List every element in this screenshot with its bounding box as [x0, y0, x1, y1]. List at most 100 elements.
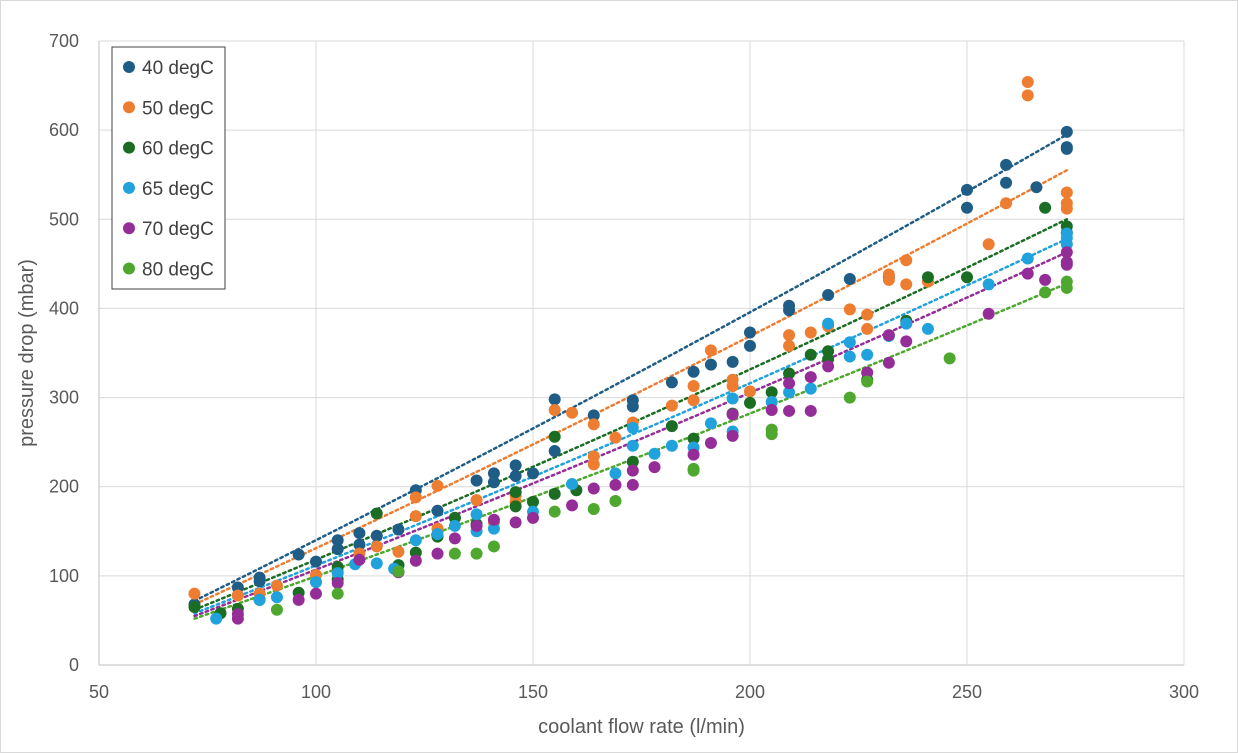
x-tick-label: 100 [301, 682, 331, 702]
data-point [331, 543, 344, 556]
x-tick-label: 150 [518, 682, 548, 702]
data-point [548, 430, 561, 443]
data-point [1000, 176, 1013, 189]
data-point [783, 367, 796, 380]
data-point [1039, 286, 1052, 299]
data-point [921, 322, 934, 335]
data-point [470, 508, 483, 521]
x-tick-label: 300 [1169, 682, 1199, 702]
data-point [509, 486, 522, 499]
legend-label: 80 degC [142, 260, 214, 281]
data-point [765, 423, 778, 436]
data-point [804, 348, 817, 361]
data-point [687, 448, 700, 461]
data-point [509, 470, 522, 483]
data-point [470, 494, 483, 507]
data-point [822, 360, 835, 373]
data-point [548, 404, 561, 417]
data-point [392, 565, 405, 578]
trendlines [193, 133, 1069, 620]
data-point [587, 418, 600, 431]
data-point [861, 308, 874, 321]
data-point [783, 404, 796, 417]
data-point [527, 467, 539, 480]
data-point [548, 445, 561, 458]
legend-label: 65 degC [142, 179, 214, 200]
data-point [270, 603, 283, 616]
data-point [1021, 252, 1034, 265]
data-point [448, 547, 461, 560]
data-point [353, 527, 366, 540]
legend-label: 70 degC [142, 219, 214, 240]
data-point [648, 461, 661, 474]
data-point [1021, 89, 1034, 102]
data-point [188, 587, 201, 600]
legend-marker [123, 222, 135, 235]
data-point [626, 455, 639, 468]
data-point [744, 385, 756, 398]
x-tick-label: 200 [735, 682, 765, 702]
data-point [687, 462, 700, 475]
data-point [704, 344, 717, 357]
data-point [704, 437, 717, 450]
data-point [292, 593, 305, 606]
data-point [370, 557, 383, 570]
data-point [687, 394, 700, 407]
data-point [982, 307, 995, 320]
data-point [609, 478, 622, 491]
data-point [648, 447, 661, 460]
data-point [587, 503, 600, 515]
data-point [331, 587, 344, 600]
data-point [726, 355, 739, 368]
data-point [1021, 267, 1034, 280]
data-point [509, 516, 522, 529]
data-point [188, 601, 201, 614]
data-point [704, 358, 717, 371]
data-point [822, 317, 835, 330]
data-point [1000, 158, 1013, 171]
data-point [331, 576, 344, 589]
data-point [783, 329, 796, 342]
x-tick-label: 250 [952, 682, 982, 702]
data-point [527, 495, 539, 508]
legend-marker [123, 141, 135, 154]
x-tick-label: 50 [89, 682, 109, 702]
data-point [210, 612, 223, 625]
data-point [310, 576, 322, 589]
data-point [1060, 202, 1073, 215]
x-axis-title: coolant flow rate (l/min) [538, 716, 745, 738]
data-point [470, 474, 483, 487]
data-point [900, 278, 913, 291]
data-points [188, 76, 1073, 625]
trendline-2 [193, 218, 1069, 611]
data-point [961, 183, 973, 196]
trendline-1 [193, 169, 1069, 606]
data-point [726, 392, 739, 405]
data-point [804, 326, 817, 339]
data-point [370, 507, 383, 520]
y-tick-label: 200 [49, 477, 79, 497]
data-point [566, 478, 579, 491]
legend-label: 40 degC [142, 58, 214, 79]
y-tick-label: 400 [49, 298, 79, 318]
trendline-3 [193, 237, 1069, 615]
data-point [487, 540, 500, 553]
data-point [626, 478, 639, 491]
y-tick-label: 0 [69, 655, 79, 675]
data-point [804, 404, 817, 417]
data-point [566, 406, 579, 419]
data-point [882, 273, 895, 286]
data-point [665, 376, 678, 389]
data-point [861, 375, 874, 388]
y-tick-label: 600 [49, 120, 79, 140]
legend-label: 60 degC [142, 139, 214, 160]
data-point [744, 396, 756, 409]
data-point [843, 391, 856, 404]
data-point [253, 575, 266, 588]
data-point [392, 523, 405, 536]
data-point [765, 404, 778, 417]
data-point [487, 522, 500, 535]
data-point [783, 304, 796, 317]
